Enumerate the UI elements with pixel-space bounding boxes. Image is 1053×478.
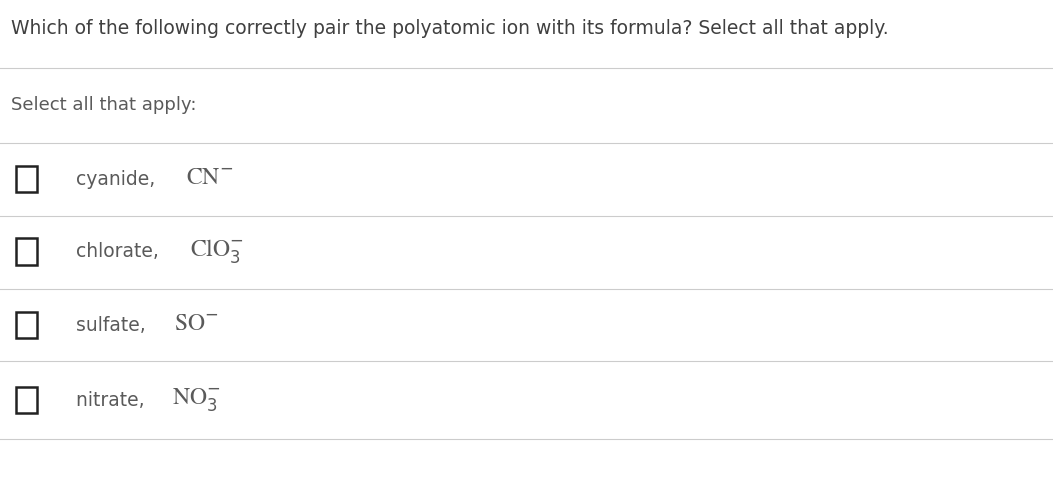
Text: Select all that apply:: Select all that apply: (11, 96, 196, 114)
FancyBboxPatch shape (16, 166, 37, 192)
FancyBboxPatch shape (16, 239, 37, 265)
Text: sulfate,: sulfate, (76, 315, 152, 335)
Text: cyanide,: cyanide, (76, 170, 161, 189)
Text: chlorate,: chlorate, (76, 242, 164, 261)
Text: $\mathregular{ClO}_{3}^{-}$: $\mathregular{ClO}_{3}^{-}$ (191, 238, 244, 265)
Text: Which of the following correctly pair the polyatomic ion with its formula? Selec: Which of the following correctly pair th… (11, 19, 888, 38)
FancyBboxPatch shape (16, 312, 37, 338)
Text: $\mathregular{CN}^{-}$: $\mathregular{CN}^{-}$ (185, 169, 233, 190)
Text: $\mathregular{SO}^{-}$: $\mathregular{SO}^{-}$ (174, 315, 218, 336)
FancyBboxPatch shape (16, 387, 37, 413)
Text: nitrate,: nitrate, (76, 391, 151, 410)
Text: $\mathregular{NO}_{3}^{-}$: $\mathregular{NO}_{3}^{-}$ (172, 387, 220, 413)
